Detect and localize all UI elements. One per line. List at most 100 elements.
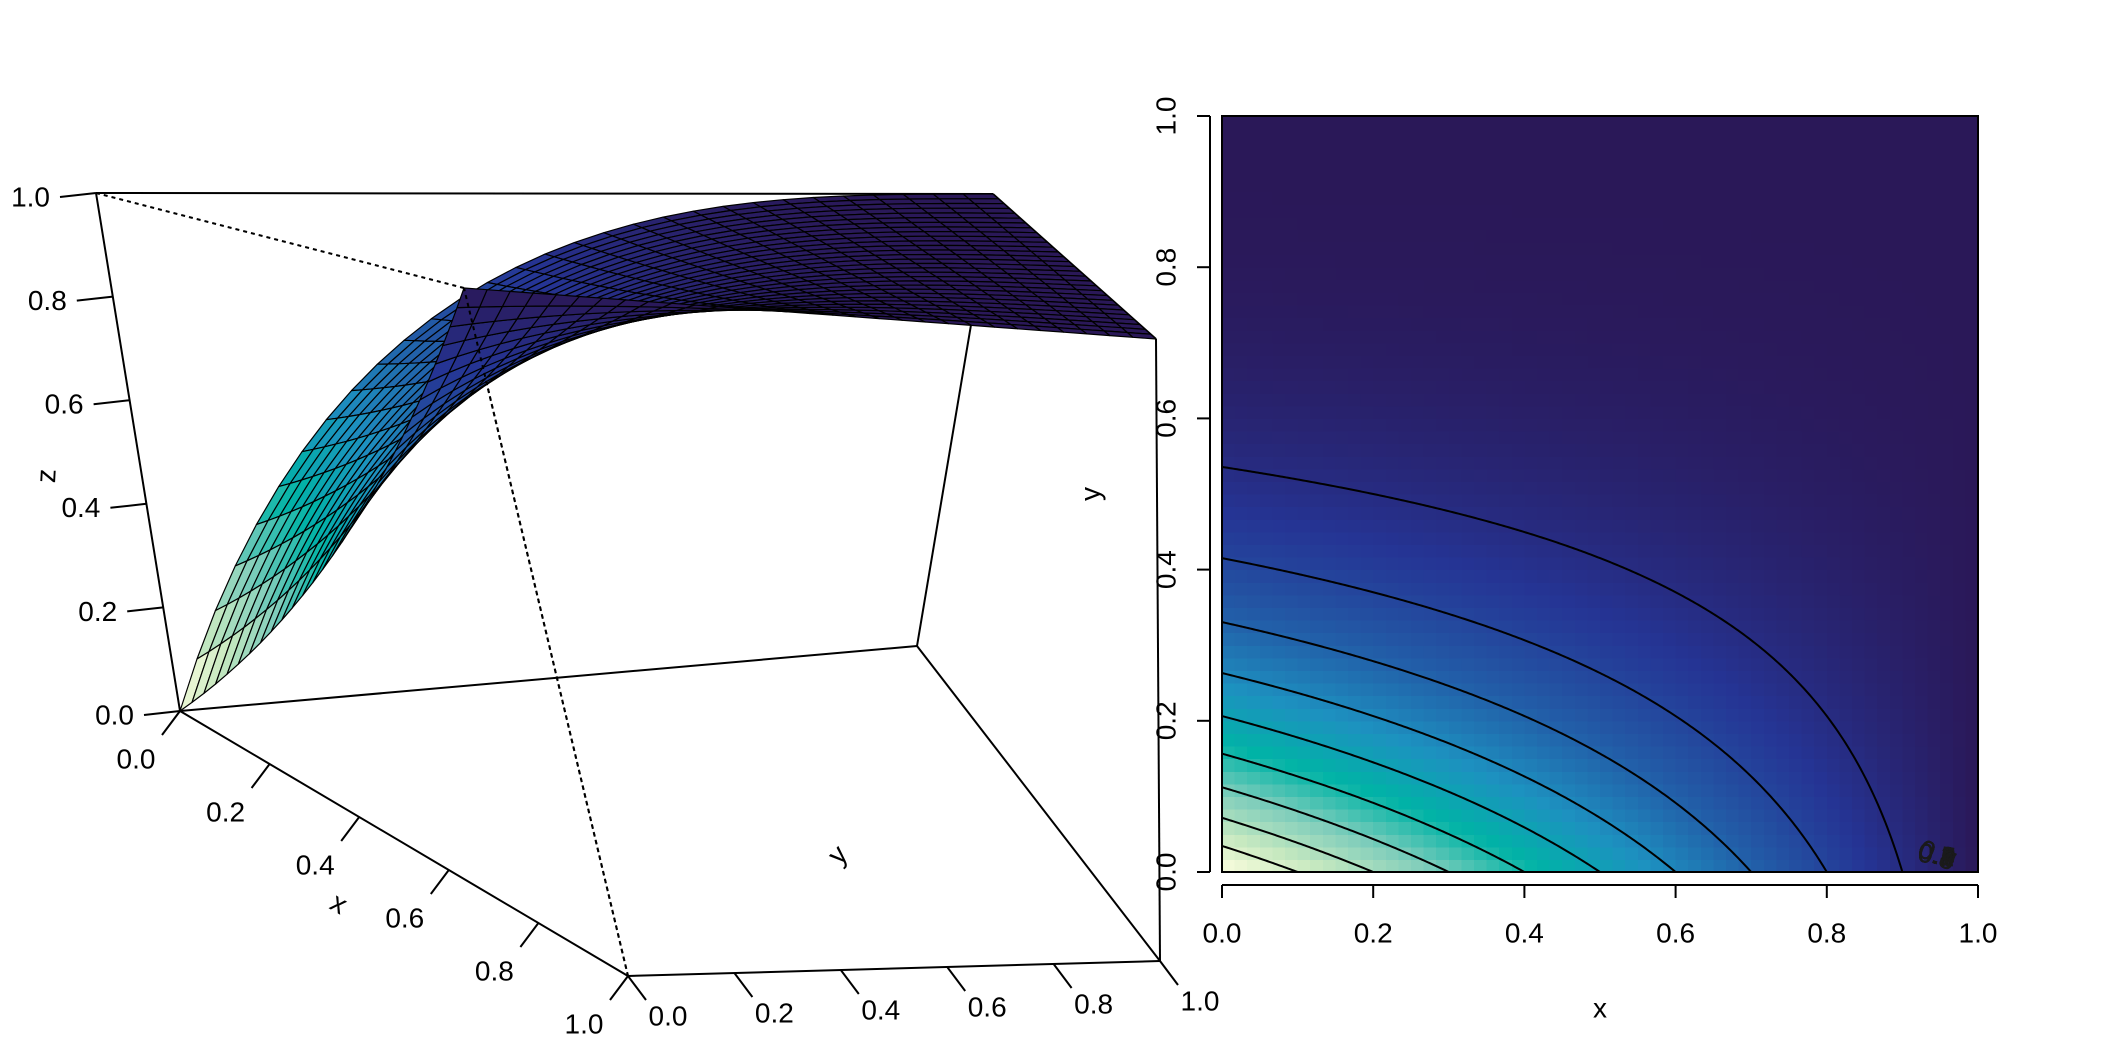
heatmap-cell: [1726, 229, 1740, 243]
heatmap-cell: [1637, 116, 1651, 130]
heatmap-cell: [1663, 544, 1677, 558]
heatmap-cell: [1285, 720, 1299, 734]
heatmap-cell: [1335, 116, 1349, 130]
heatmap-cell: [1499, 279, 1513, 293]
heatmap-cell: [1562, 481, 1576, 495]
heatmap-cell: [1776, 418, 1790, 432]
heatmap-cell: [1789, 229, 1803, 243]
heatmap-cell: [1499, 594, 1513, 608]
heatmap-cell: [1751, 481, 1765, 495]
heatmap-cell: [1222, 783, 1236, 797]
heatmap-cell: [1373, 166, 1387, 180]
heatmap-cell: [1524, 657, 1538, 671]
heatmap-cell: [1398, 342, 1412, 356]
heatmap-cell: [1222, 368, 1236, 382]
heatmap-cell: [1335, 431, 1349, 445]
heatmap-cell: [1511, 569, 1525, 583]
heatmap-cell: [1285, 481, 1299, 495]
heatmap-cell: [1726, 368, 1740, 382]
heatmap-cell: [1902, 456, 1916, 470]
heatmap-cell: [1940, 242, 1954, 256]
heatmap-cell: [1952, 695, 1966, 709]
heatmap-cell: [1877, 216, 1891, 230]
heatmap-cell: [1411, 405, 1425, 419]
heatmap-cell: [1864, 141, 1878, 155]
heatmap-cell: [1738, 481, 1752, 495]
heatmap-cell: [1877, 342, 1891, 356]
heatmap-cell: [1562, 632, 1576, 646]
heatmap-cell: [1915, 796, 1929, 810]
heatmap-cell: [1486, 645, 1500, 659]
heatmap-cell: [1902, 116, 1916, 130]
z-tick-mark: [76, 295, 113, 302]
heatmap-cell: [1637, 330, 1651, 344]
heatmap-cell: [1574, 128, 1588, 142]
heatmap-cell: [1776, 783, 1790, 797]
heatmap-cell: [1801, 720, 1815, 734]
heatmap-cell: [1675, 305, 1689, 319]
heatmap-cell: [1385, 557, 1399, 571]
heatmap-cell: [1663, 468, 1677, 482]
heatmap-cell: [1285, 582, 1299, 596]
heatmap-cell: [1965, 116, 1979, 130]
heatmap-cell: [1738, 796, 1752, 810]
heatmap-cell: [1675, 229, 1689, 243]
heatmap-cell: [1902, 708, 1916, 722]
heatmap-cell: [1411, 179, 1425, 193]
heatmap-cell: [1461, 456, 1475, 470]
heatmap-cell: [1801, 519, 1815, 533]
heatmap-cell: [1965, 582, 1979, 596]
heatmap-cell: [1423, 594, 1437, 608]
heatmap-cell: [1801, 557, 1815, 571]
x-tick-mark: [519, 922, 540, 948]
heatmap-cell: [1461, 708, 1475, 722]
heatmap-cell: [1436, 191, 1450, 205]
heatmap-cell: [1663, 179, 1677, 193]
heatmap-cell: [1411, 695, 1425, 709]
heatmap-cell: [1360, 456, 1374, 470]
heatmap-cell: [1335, 758, 1349, 772]
heatmap-cell: [1650, 733, 1664, 747]
heatmap-cell: [1247, 380, 1261, 394]
heatmap-cell: [1726, 796, 1740, 810]
heatmap-cell: [1663, 758, 1677, 772]
heatmap-cell: [1839, 846, 1853, 860]
heatmap-cell: [1562, 443, 1576, 457]
heatmap-cell: [1637, 380, 1651, 394]
heatmap-cell: [1713, 456, 1727, 470]
heatmap-cell: [1864, 657, 1878, 671]
heatmap-cell: [1335, 670, 1349, 684]
heatmap-cell: [1713, 733, 1727, 747]
box-edge: [179, 645, 918, 712]
heatmap-cell: [1726, 733, 1740, 747]
heatmap-cell: [1297, 292, 1311, 306]
heatmap-cell: [1600, 620, 1614, 634]
heatmap-cell: [1738, 368, 1752, 382]
heatmap-cell: [1877, 431, 1891, 445]
heatmap-cell: [1511, 128, 1525, 142]
heatmap-cell: [1952, 216, 1966, 230]
heatmap-cell: [1612, 708, 1626, 722]
heatmap-cell: [1562, 393, 1576, 407]
heatmap-cell: [1713, 292, 1727, 306]
heatmap-cell: [1927, 456, 1941, 470]
heatmap-cell: [1297, 116, 1311, 130]
heatmap-cell: [1814, 758, 1828, 772]
heatmap-cell: [1612, 594, 1626, 608]
heatmap-cell: [1965, 128, 1979, 142]
heatmap-cell: [1259, 708, 1273, 722]
heatmap-cell: [1285, 179, 1299, 193]
heatmap-cell: [1663, 494, 1677, 508]
heatmap-cell: [1448, 393, 1462, 407]
heatmap-cell: [1839, 859, 1853, 873]
heatmap-cell: [1889, 519, 1903, 533]
y-axis-ticks: 0.0 0.2 0.4 0.6 0.8 1.0: [627, 960, 1219, 1031]
heatmap-cell: [1738, 191, 1752, 205]
heatmap-cell: [1537, 620, 1551, 634]
heatmap-cell: [1448, 468, 1462, 482]
heatmap-cell: [1801, 506, 1815, 520]
heatmap-cell: [1675, 418, 1689, 432]
heatmap-cell: [1789, 834, 1803, 848]
y-axis-title: y: [1074, 487, 1105, 501]
heatmap-cell: [1297, 279, 1311, 293]
